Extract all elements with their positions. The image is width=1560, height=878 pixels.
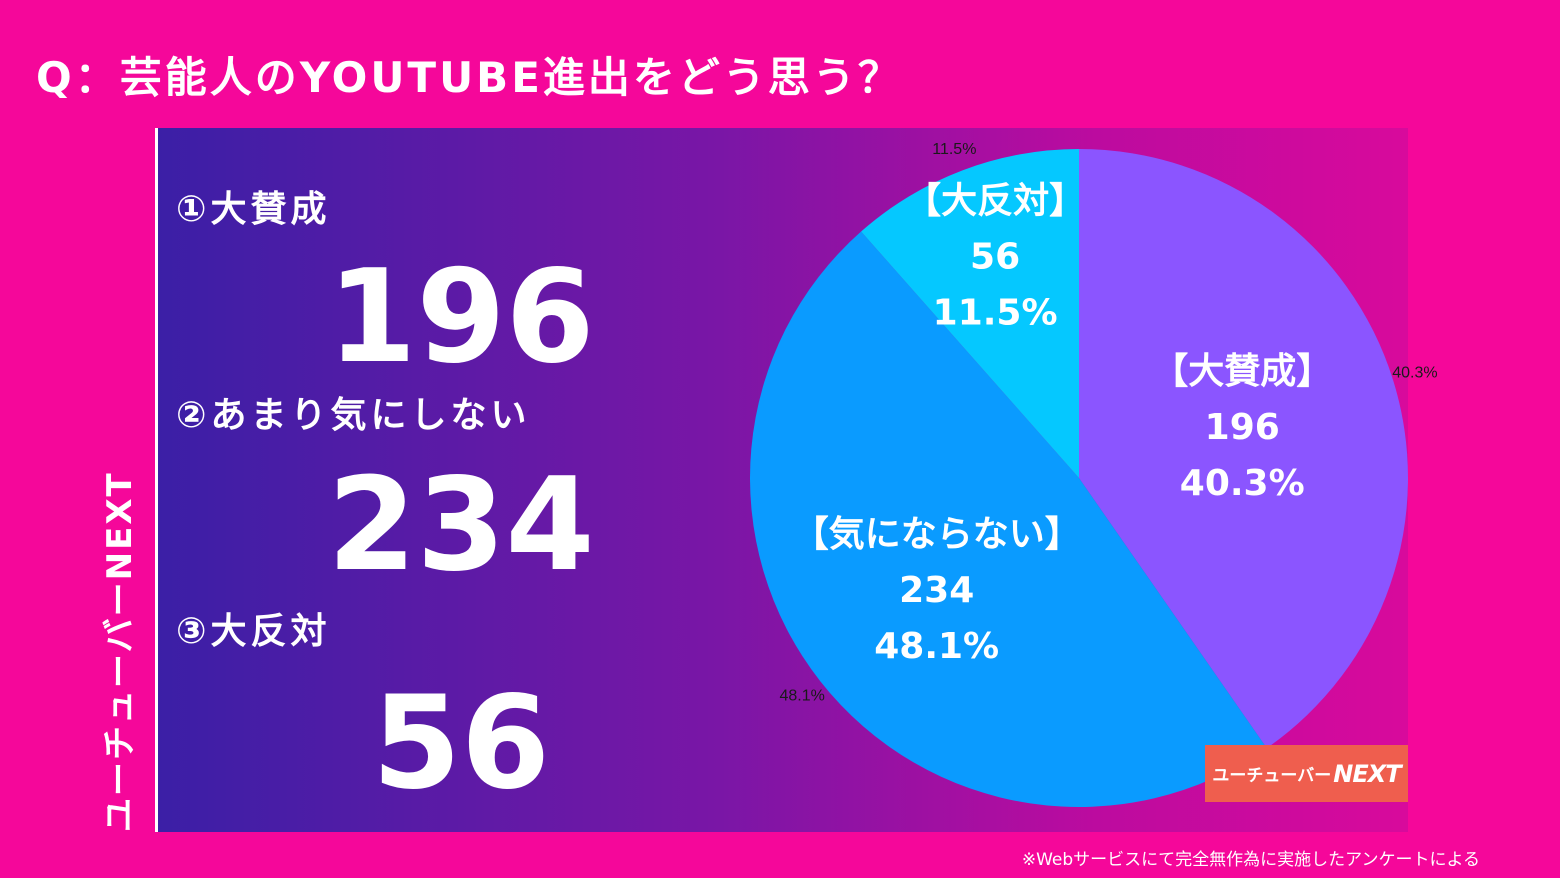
item-label-3: ③大反対 [176, 611, 331, 652]
footnote: ※Webサービスにて完全無作為に実施したアンケートによる [1021, 850, 1480, 870]
slice-label-1: 【大賛成】 [1152, 351, 1332, 392]
slice-label-3: 【大反対】 [905, 180, 1085, 221]
page-title: Q：芸能人のYOUTUBE進出をどう思う？ [36, 53, 903, 102]
slice-percent-3: 11.5% [933, 292, 1058, 333]
item-value-3: 56 [371, 669, 551, 818]
item-value-1: 196 [327, 243, 595, 392]
pie-slice-2 [749, 231, 1267, 808]
slice-outer-label-3: 11.5% [932, 141, 976, 158]
slice-value-1: 196 [1205, 407, 1280, 448]
item-label-2: ②あまり気にしない [176, 395, 531, 436]
brand-logo: ユーチューバー NEXT [1205, 745, 1408, 802]
slice-label-2: 【気にならない】 [793, 514, 1081, 555]
logo-text-b: NEXT [1333, 759, 1401, 788]
slice-value-3: 56 [970, 236, 1020, 277]
slice-percent-2: 48.1% [874, 626, 999, 667]
item-value-2: 234 [327, 451, 595, 600]
item-label-1: ①大賛成 [176, 189, 331, 230]
slice-outer-label-1: 40.3% [1392, 365, 1437, 382]
logo-text-a: ユーチューバー [1212, 766, 1332, 786]
pie-slice-3 [861, 149, 1079, 478]
slice-percent-1: 40.3% [1180, 463, 1305, 504]
pie-slice-1 [1079, 149, 1408, 749]
slice-value-2: 234 [899, 570, 974, 611]
slice-outer-label-2: 48.1% [779, 687, 824, 704]
